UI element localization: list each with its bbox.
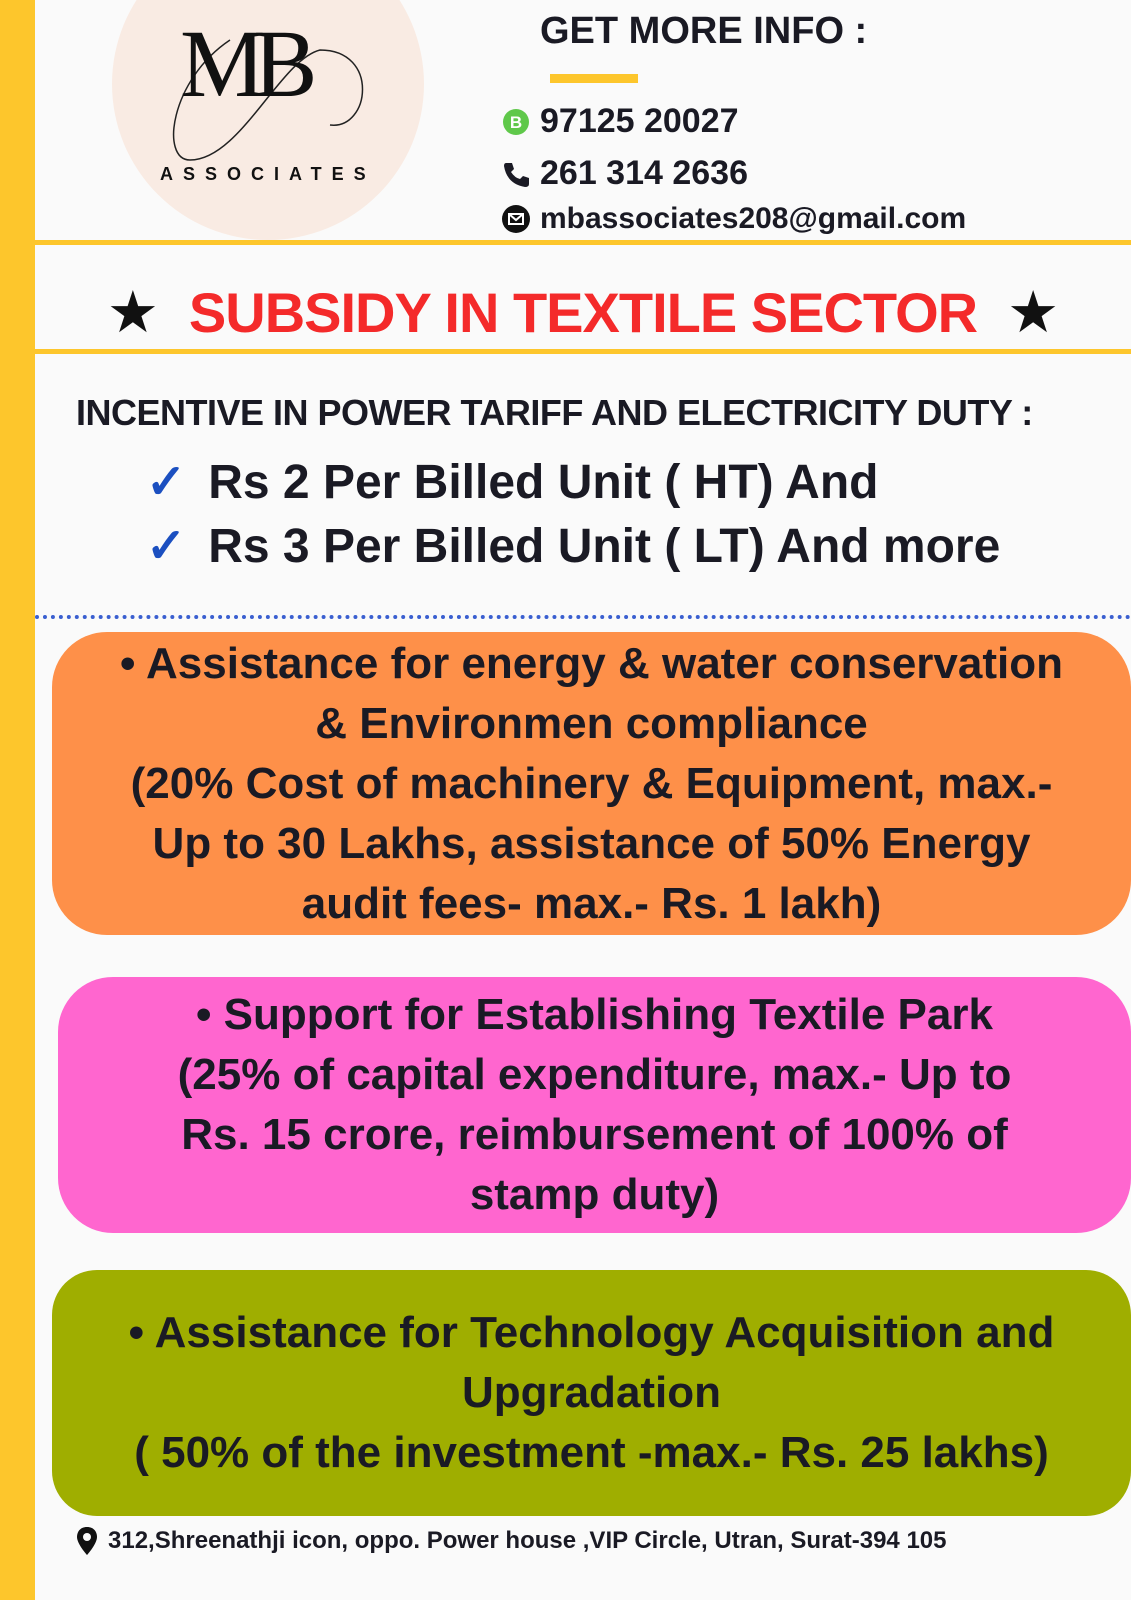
box-line: & Environmen compliance (315, 698, 868, 748)
info-title: GET MORE INFO : (540, 10, 868, 52)
box-line: (25% of capital expenditure, max.- Up to (177, 1050, 1012, 1099)
checkmark-icon: ✓ (146, 520, 187, 573)
box-line: Rs. 15 crore, reimbursement of 100% of (181, 1110, 1008, 1159)
incentive-item: ✓ Rs 2 Per Billed Unit ( HT) And (146, 454, 878, 510)
incentive-item-text: Rs 3 Per Billed Unit ( LT) And more (208, 519, 1001, 573)
logo-circle (112, 0, 424, 240)
dotted-divider (35, 615, 1131, 619)
title-row: ★ SUBSIDY IN TEXTILE SECTOR ★ (35, 278, 1131, 346)
textile-park-box: • Support for Establishing Textile Park … (58, 977, 1131, 1233)
box-line: stamp duty) (469, 1170, 720, 1219)
footer-address: 312,Shreenathji icon, oppo. Power house … (76, 1526, 947, 1556)
box-line: (20% Cost of machinery & Equipment, max.… (130, 758, 1053, 808)
box-line: • Assistance for energy & water conserva… (120, 638, 1063, 688)
location-pin-icon (76, 1526, 98, 1556)
box-line: Upgradation (461, 1368, 722, 1417)
star-icon: ★ (106, 280, 159, 345)
logo-subtitle: ASSOCIATES (160, 164, 376, 184)
whatsapp-business-icon: B (500, 108, 532, 136)
energy-assistance-box: • Assistance for energy & water conserva… (52, 632, 1131, 935)
box-line: ( 50% of the investment -max.- Rs. 25 la… (134, 1428, 1049, 1477)
page-title: SUBSIDY IN TEXTILE SECTOR (188, 280, 978, 344)
box-line: • Support for Establishing Textile Park (196, 990, 993, 1039)
divider-line (35, 240, 1131, 245)
email-address: mbassociates208@gmail.com (540, 202, 967, 235)
phone-number: 261 314 2636 (540, 154, 748, 192)
box-line: Up to 30 Lakhs, assistance of 50% Energy (152, 818, 1031, 868)
divider-line (35, 349, 1131, 354)
svg-text:B: B (510, 113, 522, 132)
logo-swirl (172, 39, 364, 161)
logo-monogram: MB (180, 10, 317, 117)
box-line: • Assistance for Technology Acquisition … (128, 1308, 1055, 1357)
phone-contact[interactable]: 261 314 2636 (500, 154, 748, 193)
incentive-heading: INCENTIVE IN POWER TARIFF AND ELECTRICIT… (76, 392, 1033, 433)
email-icon (500, 204, 532, 234)
whatsapp-number: 97125 20027 (540, 102, 739, 140)
technology-box: • Assistance for Technology Acquisition … (52, 1270, 1131, 1516)
box-line: audit fees- max.- Rs. 1 lakh) (301, 878, 882, 928)
email-contact[interactable]: mbassociates208@gmail.com (500, 202, 966, 236)
incentive-item-text: Rs 2 Per Billed Unit ( HT) And (208, 455, 879, 509)
phone-icon (500, 160, 532, 188)
whatsapp-contact[interactable]: B 97125 20027 (500, 102, 739, 141)
address-text: 312,Shreenathji icon, oppo. Power house … (108, 1527, 947, 1554)
incentive-item: ✓ Rs 3 Per Billed Unit ( LT) And more (146, 518, 1000, 574)
left-accent-bar (0, 0, 35, 1600)
checkmark-icon: ✓ (146, 456, 187, 509)
info-divider (550, 74, 638, 83)
star-icon: ★ (1007, 280, 1060, 345)
